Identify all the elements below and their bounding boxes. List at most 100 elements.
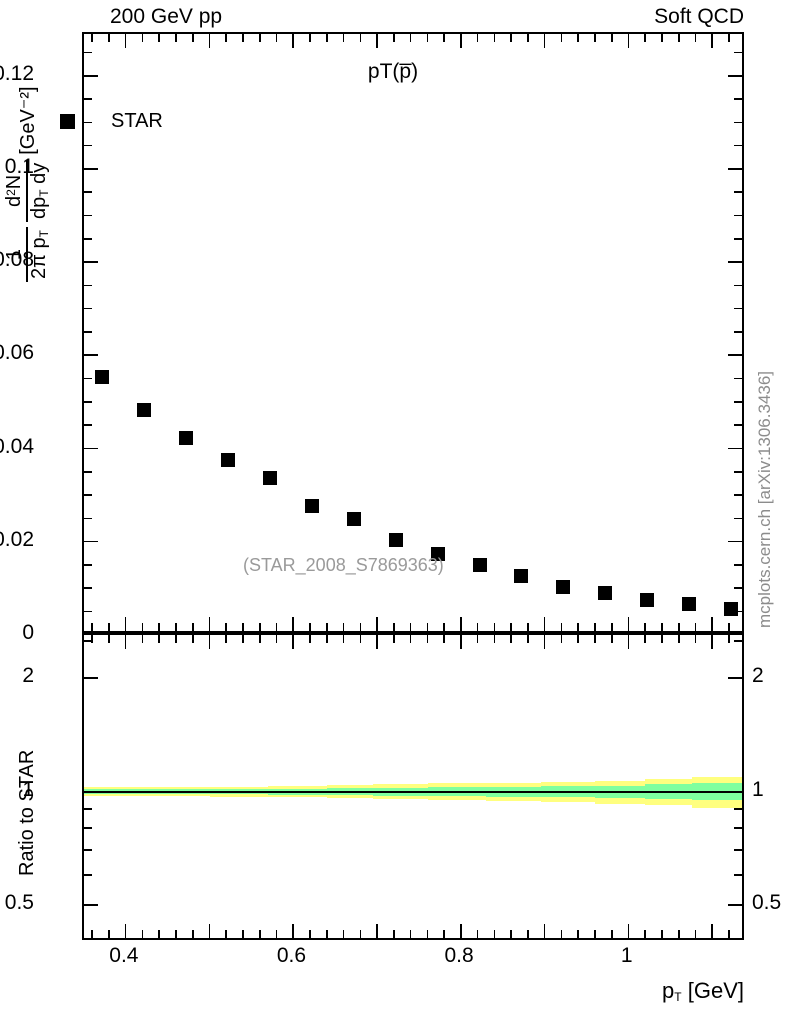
x-minor-tick xyxy=(443,623,445,631)
y-major-tick xyxy=(84,540,98,543)
x-tick-label: 0.4 xyxy=(109,944,139,967)
x-minor-tick xyxy=(577,623,579,631)
x-major-tick xyxy=(460,635,462,649)
x-major-tick xyxy=(543,34,546,48)
x-minor-tick xyxy=(342,635,345,643)
y-minor-tick xyxy=(734,517,742,520)
y-minor-tick xyxy=(734,424,742,426)
x-minor-tick xyxy=(560,623,563,631)
x-major-tick xyxy=(292,34,295,48)
x-minor-tick xyxy=(610,635,613,643)
x-major-tick xyxy=(460,924,462,938)
y-minor-tick xyxy=(734,51,742,54)
legend-label-star: STAR xyxy=(111,110,163,132)
x-major-tick xyxy=(376,924,378,938)
main-plot-panel xyxy=(82,32,744,633)
x-minor-tick xyxy=(661,930,663,938)
data-point-star xyxy=(723,601,738,616)
ratio-y-tick-label-right: 0.5 xyxy=(752,891,782,915)
x-major-tick xyxy=(124,617,127,631)
x-minor-tick xyxy=(728,930,730,938)
x-minor-tick xyxy=(409,930,412,938)
y-major-tick xyxy=(728,354,742,357)
y-major-tick xyxy=(728,261,742,263)
x-minor-tick xyxy=(644,623,647,631)
x-tick-label: 1 xyxy=(620,944,633,967)
x-minor-tick xyxy=(275,930,278,938)
x-minor-tick xyxy=(342,34,345,42)
x-minor-tick xyxy=(661,623,663,631)
x-minor-tick xyxy=(225,930,228,938)
y-minor-tick xyxy=(734,214,742,217)
ratio-y-major-tick xyxy=(84,677,98,679)
y-minor-tick xyxy=(84,144,92,147)
ratio-y-tick-label-right: 1 xyxy=(752,777,764,801)
x-minor-tick xyxy=(258,635,261,643)
y-minor-tick xyxy=(734,307,742,310)
y-minor-tick xyxy=(734,470,742,473)
y-minor-tick xyxy=(84,564,92,566)
x-minor-tick xyxy=(476,34,479,42)
ratio-reference-line xyxy=(84,790,742,793)
x-minor-tick xyxy=(258,623,261,631)
x-minor-tick xyxy=(493,635,496,643)
y-major-tick xyxy=(84,261,98,263)
x-minor-tick xyxy=(644,635,647,643)
x-major-tick xyxy=(627,617,630,631)
x-minor-tick xyxy=(242,635,244,643)
x-major-tick xyxy=(208,34,211,48)
x-minor-tick xyxy=(393,34,395,42)
y-minor-tick xyxy=(84,377,92,380)
x-minor-tick xyxy=(677,930,680,938)
y-minor-tick xyxy=(734,587,742,589)
x-minor-tick xyxy=(694,34,697,42)
x-minor-tick xyxy=(242,34,244,42)
data-point-star xyxy=(95,369,110,384)
legend: STAR xyxy=(60,110,163,133)
x-minor-tick xyxy=(108,623,110,631)
y-minor-tick xyxy=(84,401,92,403)
y-minor-tick xyxy=(84,494,92,496)
x-minor-tick xyxy=(108,930,110,938)
x-minor-tick xyxy=(158,930,160,938)
x-minor-tick xyxy=(728,34,730,42)
y-minor-tick xyxy=(84,610,92,613)
x-minor-tick xyxy=(527,623,529,631)
x-minor-tick xyxy=(644,34,647,42)
y-minor-tick xyxy=(84,237,92,240)
ratio-y-tick-label: 0.5 xyxy=(4,891,34,915)
x-minor-tick xyxy=(661,635,663,643)
data-point-star xyxy=(556,579,571,594)
x-minor-tick xyxy=(527,34,529,42)
x-minor-tick xyxy=(594,623,596,631)
data-point-star xyxy=(346,511,361,526)
x-minor-tick xyxy=(225,34,228,42)
y-minor-tick xyxy=(734,377,742,380)
y-minor-tick xyxy=(734,98,742,100)
credit-watermark: mcplots.cern.ch [arXiv:1306.3436] xyxy=(755,370,774,628)
x-minor-tick xyxy=(426,623,429,631)
ratio-y-tick-label: 2 xyxy=(22,664,34,688)
data-point-star xyxy=(137,403,152,418)
y-major-tick xyxy=(728,168,742,170)
main-y-tick-label: 0 xyxy=(22,621,34,644)
x-minor-tick xyxy=(158,34,160,42)
x-major-tick xyxy=(124,924,127,938)
x-minor-tick xyxy=(443,34,445,42)
y-minor-tick xyxy=(84,331,92,333)
y-minor-tick xyxy=(734,284,742,287)
main-y-tick-label: 0.06 xyxy=(0,341,34,365)
x-minor-tick xyxy=(409,623,412,631)
y-major-tick xyxy=(728,540,742,543)
data-point-star xyxy=(263,471,278,486)
data-point-star xyxy=(598,586,613,601)
main-y-tick-label: 0.04 xyxy=(0,434,34,458)
x-major-tick xyxy=(124,635,127,649)
y-minor-tick xyxy=(84,98,92,100)
x-minor-tick xyxy=(426,34,429,42)
x-minor-tick xyxy=(242,623,244,631)
x-major-tick xyxy=(208,617,211,631)
plot-title: pT(p̅) xyxy=(367,60,419,83)
x-major-tick xyxy=(627,924,630,938)
x-minor-tick xyxy=(510,34,512,42)
